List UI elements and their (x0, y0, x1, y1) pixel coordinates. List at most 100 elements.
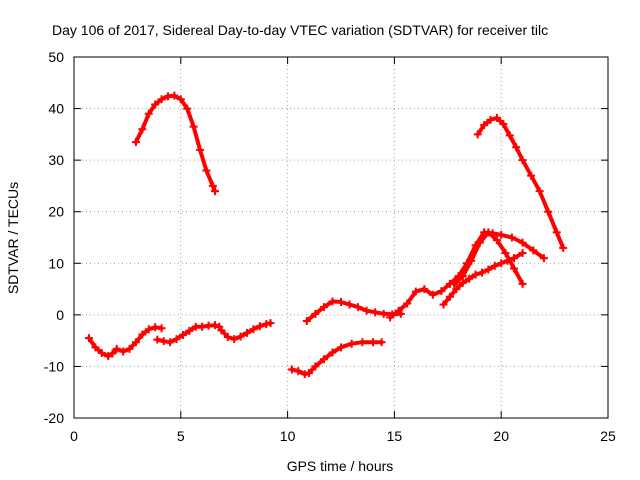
data-point (131, 338, 140, 347)
data-point (144, 325, 153, 334)
data-point (159, 337, 168, 346)
data-point (236, 332, 245, 341)
data-point (157, 324, 166, 333)
data-point (91, 343, 100, 352)
data-point (539, 254, 548, 263)
data-point (450, 279, 459, 288)
data-point (302, 317, 311, 326)
series-arc-3 (217, 319, 275, 344)
data-point (202, 166, 211, 175)
data-point (210, 187, 219, 196)
data-point (157, 95, 166, 104)
data-point (230, 335, 239, 344)
data-point (84, 334, 93, 343)
data-point (501, 248, 510, 257)
data-point (371, 308, 380, 317)
data-point (166, 338, 175, 347)
data-point (428, 290, 437, 299)
data-point (445, 292, 454, 301)
series-line (133, 93, 217, 194)
data-point (518, 238, 527, 247)
data-point (119, 347, 128, 356)
data-point (386, 313, 395, 322)
data-point (471, 270, 480, 279)
data-point (138, 125, 147, 134)
data-point (138, 330, 147, 339)
data-point (311, 309, 320, 318)
data-point (484, 265, 493, 274)
data-point (112, 344, 121, 353)
data-point (544, 207, 553, 216)
data-point (328, 348, 337, 357)
data-point (104, 352, 113, 361)
data-point (458, 278, 467, 287)
y-tick-label: -10 (44, 358, 64, 374)
data-point (379, 309, 388, 318)
data-point (153, 335, 162, 344)
data-point (465, 274, 474, 283)
data-point (492, 113, 501, 122)
data-point (529, 246, 538, 255)
data-point (300, 370, 309, 379)
data-point (178, 330, 187, 339)
series-arc-2 (153, 321, 224, 347)
data-point (507, 233, 516, 242)
series-arc-6 (302, 297, 405, 326)
data-point (505, 131, 514, 140)
data-point (311, 362, 320, 371)
y-tick-label: 50 (48, 49, 64, 65)
data-point (131, 138, 140, 147)
data-point (249, 325, 258, 334)
data-point (337, 297, 345, 306)
data-point (473, 130, 482, 139)
data-point (467, 256, 476, 265)
data-point (411, 287, 420, 296)
data-point (458, 272, 467, 281)
data-point (223, 333, 232, 342)
data-point (319, 303, 328, 312)
tick-layer: 0 5 10 15 20 25 -20 -10 0 10 20 30 40 50 (44, 49, 616, 444)
plot-frame (73, 56, 609, 419)
data-point (477, 268, 486, 277)
data-point (377, 338, 386, 347)
data-point (484, 228, 493, 237)
series-arc-9 (450, 228, 527, 288)
data-point (420, 285, 429, 294)
data-point (492, 236, 501, 245)
data-point (347, 339, 356, 348)
series-arc-4 (131, 91, 219, 196)
data-point (358, 338, 367, 347)
data-point (499, 120, 508, 129)
data-point (512, 143, 521, 152)
data-point (510, 254, 519, 263)
y-axis-label: SDTVAR / TECUs (5, 182, 21, 294)
data-point (125, 344, 134, 353)
data-point (527, 171, 536, 180)
data-point (480, 121, 489, 130)
data-point (170, 91, 179, 100)
data-point (198, 322, 207, 331)
series-arc-5 (287, 338, 386, 379)
data-point (176, 95, 185, 104)
data-point (266, 319, 275, 328)
data-point (403, 299, 412, 308)
data-point (208, 181, 217, 190)
x-tick-label: 5 (177, 428, 185, 444)
data-point (510, 264, 519, 273)
data-point (452, 285, 461, 294)
data-point (345, 300, 354, 309)
y-tick-label: 30 (48, 152, 64, 168)
data-point (144, 109, 153, 118)
data-point (475, 238, 484, 247)
data-point (439, 300, 448, 309)
data-point (497, 259, 506, 268)
y-tick-label: -20 (44, 410, 64, 426)
x-axis-label: GPS time / hours (287, 458, 394, 474)
data-point (217, 326, 226, 335)
x-tick-label: 10 (280, 428, 296, 444)
data-point (486, 115, 495, 124)
chart-title: Day 106 of 2017, Sidereal Day-to-day VTE… (52, 22, 548, 38)
grid-layer (74, 57, 608, 418)
data-point (262, 320, 271, 329)
